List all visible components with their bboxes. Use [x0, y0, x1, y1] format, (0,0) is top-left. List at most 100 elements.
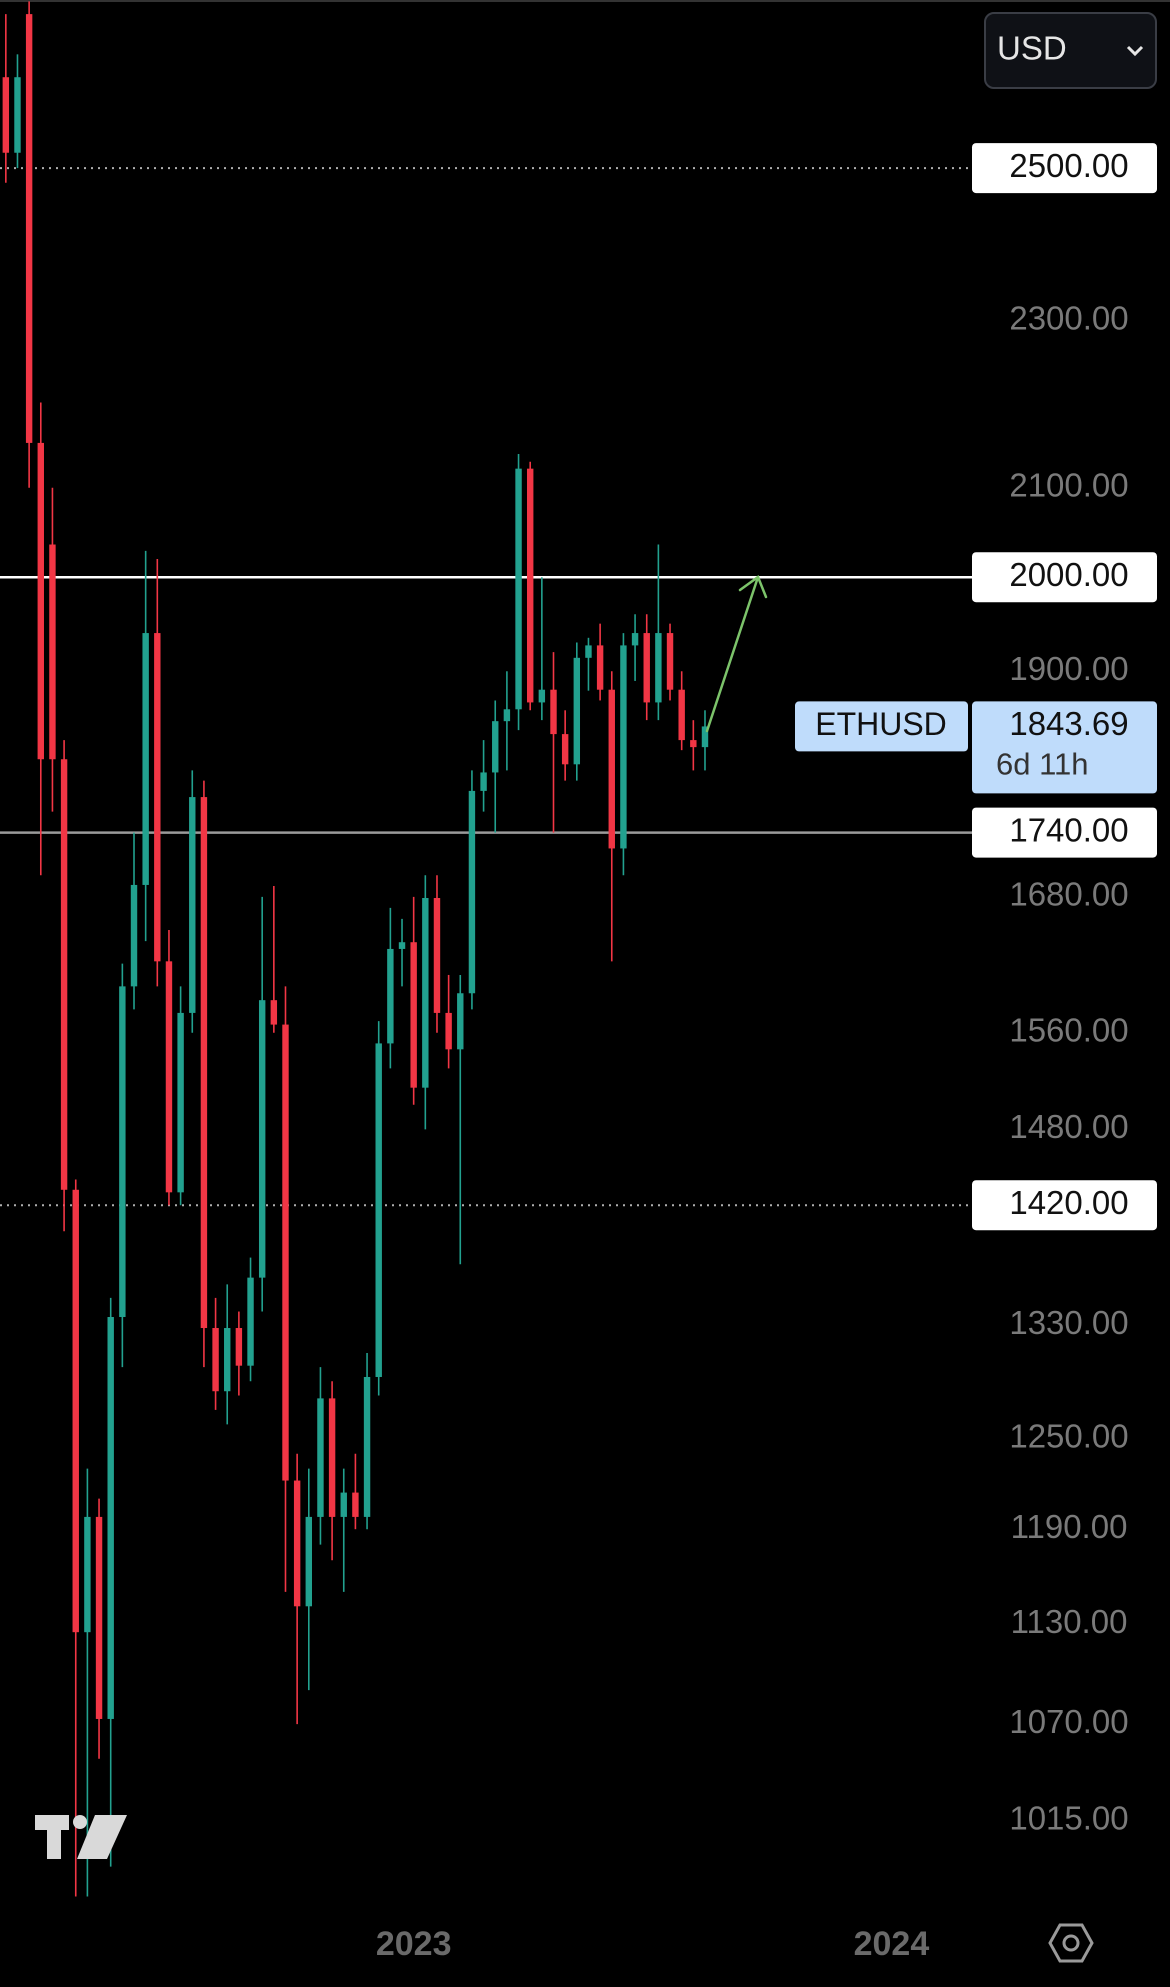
y-tick-label: 1900.00: [1009, 650, 1128, 687]
candle-body: [503, 709, 511, 722]
arrow-shaft: [705, 575, 760, 733]
settings-hexagon[interactable]: [1048, 1923, 1094, 1963]
candle-body: [60, 759, 68, 1190]
candle-body: [142, 633, 149, 885]
level-label: 1740.00: [1009, 811, 1128, 848]
last-price-box: [972, 701, 1157, 794]
y-tick-label: 2100.00: [1009, 466, 1128, 503]
candle-body: [317, 1398, 324, 1517]
series-name: ETHUSD: [815, 706, 947, 742]
candle-body: [37, 442, 44, 760]
level-label-box: [972, 1180, 1157, 1231]
series-name-box: [795, 701, 968, 752]
candle-body: [422, 898, 429, 1088]
candle-body: [107, 1317, 114, 1719]
candle-body: [177, 1012, 184, 1193]
candle-body: [14, 77, 21, 153]
candle-body: [655, 633, 662, 703]
y-tick-label: 1250.00: [1009, 1418, 1128, 1455]
candle-body: [666, 633, 674, 690]
level-label-box: [972, 143, 1157, 194]
candle-body: [561, 734, 569, 765]
candle-body: [445, 1012, 452, 1050]
candle-body: [573, 657, 581, 765]
candle-body: [270, 1000, 278, 1025]
candle-body: [596, 645, 604, 690]
candle-body: [200, 797, 208, 1329]
trend-arrow: [705, 575, 768, 733]
candle-body: [387, 948, 394, 1044]
candle-body: [410, 942, 417, 1088]
settings-center[interactable]: [1062, 1934, 1080, 1952]
candle-body: [398, 942, 406, 949]
y-tick-label: 1190.00: [1011, 1508, 1128, 1545]
candle-body: [585, 645, 592, 658]
last-price: 1843.69: [1009, 705, 1128, 742]
axes: 2300.00 2100.00 1900.00 1680.00 1560.00 1480.…: [376, 143, 1157, 1963]
candle-body: [84, 1516, 91, 1633]
candle-body: [235, 1328, 243, 1366]
candle-body: [433, 898, 441, 1013]
candle-body: [282, 1024, 289, 1481]
candle-body: [95, 1516, 103, 1719]
candle-body: [375, 1043, 382, 1377]
y-tick-label: 1330.00: [1009, 1304, 1128, 1341]
candle-body: [608, 689, 615, 849]
candle-body: [352, 1492, 359, 1517]
candle-body: [293, 1480, 301, 1607]
y-tick-label: 1130.00: [1011, 1603, 1128, 1640]
level-label-box: [972, 552, 1157, 603]
currency-label[interactable]: USD: [997, 30, 1067, 67]
logo-dot[interactable]: [73, 1815, 87, 1829]
candle-body: [526, 468, 534, 703]
candle-body: [247, 1277, 254, 1366]
candle-body: [2, 77, 10, 153]
candle-body: [340, 1492, 347, 1517]
candles: [2, 1, 709, 1897]
y-tick-label: 1680.00: [1009, 876, 1128, 913]
candle-body: [212, 1328, 219, 1392]
logo[interactable]: [35, 1815, 127, 1859]
candle-body: [678, 689, 685, 741]
candle-body: [189, 797, 196, 1013]
logo-stem[interactable]: [47, 1815, 61, 1859]
level-label: 2000.00: [1009, 556, 1128, 593]
candle-body: [224, 1328, 231, 1392]
y-tick-label: 1560.00: [1009, 1012, 1128, 1049]
level-label: 2500.00: [1009, 147, 1128, 184]
y-tick-label: 2300.00: [1009, 300, 1128, 337]
candle-body: [492, 721, 499, 773]
candle-body: [72, 1189, 79, 1633]
candle-body: [538, 689, 546, 703]
candle-body: [119, 986, 126, 1318]
candle-body: [130, 884, 138, 987]
dropdown-box[interactable]: [984, 12, 1157, 89]
y-tick-label: 1480.00: [1009, 1108, 1128, 1145]
currency-dropdown[interactable]: USD: [984, 12, 1157, 89]
candle-body: [165, 961, 173, 1193]
dropdown-chevron[interactable]: [1126, 45, 1144, 57]
candle-body: [457, 993, 464, 1050]
candle-body: [620, 645, 627, 849]
candle-body: [515, 468, 522, 710]
candle-body: [643, 633, 650, 703]
y-tick-label: 1015.00: [1009, 1800, 1128, 1837]
x-tick-label: 2023: [376, 1925, 452, 1963]
candle-body: [550, 689, 557, 735]
candle-body: [701, 726, 709, 748]
candle-body: [468, 790, 476, 994]
candle-body: [305, 1516, 313, 1607]
candle-body: [328, 1398, 336, 1517]
levels: [0, 167, 973, 1207]
arrow-head: [738, 575, 768, 599]
settings-button[interactable]: [1048, 1923, 1094, 1963]
level-label: 1420.00: [1009, 1184, 1128, 1221]
y-tick-label: 1070.00: [1009, 1703, 1128, 1740]
x-tick-label: 2024: [854, 1925, 930, 1963]
candle-body: [480, 772, 487, 791]
logo-slash[interactable]: [77, 1815, 127, 1859]
candle-body: [25, 14, 33, 443]
